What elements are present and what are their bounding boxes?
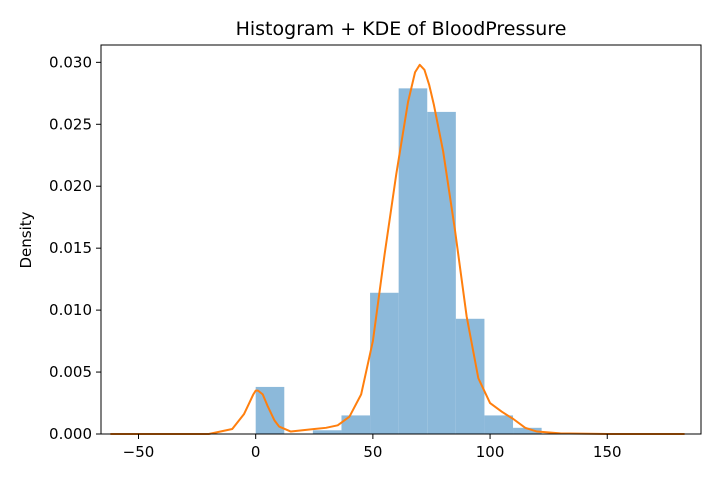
histogram-bar (484, 415, 514, 434)
histogram-bar (398, 88, 428, 435)
chart-title: Histogram + KDE of BloodPressure (236, 18, 567, 40)
x-tick-label: 50 (363, 443, 382, 461)
y-tick-label: 0.005 (49, 363, 92, 381)
y-tick-label: 0.015 (49, 239, 92, 257)
histogram-bar (513, 427, 542, 434)
kde-curve (110, 63, 685, 435)
histogram-bar (427, 111, 456, 435)
plot-frame (100, 44, 702, 435)
x-tick-label: 100 (476, 443, 505, 461)
x-tick-label: 150 (593, 443, 622, 461)
y-tick-label: 0.020 (49, 177, 92, 195)
y-tick-label: 0.000 (49, 425, 92, 443)
y-tick-label: 0.025 (49, 115, 92, 133)
x-axis: −50 0 50 100 150 (123, 434, 622, 461)
histogram-bar (370, 292, 399, 434)
x-tick-label: −50 (123, 443, 155, 461)
y-tick-label: 0.030 (49, 53, 92, 71)
histogram-bars (255, 88, 542, 435)
x-tick-label: 0 (251, 443, 261, 461)
histogram-bar (341, 415, 371, 434)
y-tick-label: 0.010 (49, 301, 92, 319)
y-axis: 0.000 0.005 0.010 0.015 0.020 0.025 0.030 (49, 53, 101, 443)
kde-line (110, 63, 685, 435)
histogram-bar (312, 430, 342, 434)
y-axis-label: Density (17, 211, 35, 268)
